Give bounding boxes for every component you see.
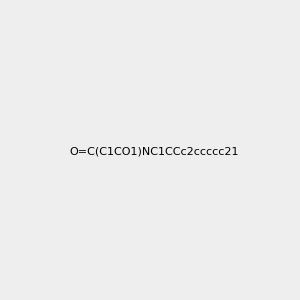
Text: O=C(C1CO1)NC1CCc2ccccc21: O=C(C1CO1)NC1CCc2ccccc21	[69, 146, 239, 157]
